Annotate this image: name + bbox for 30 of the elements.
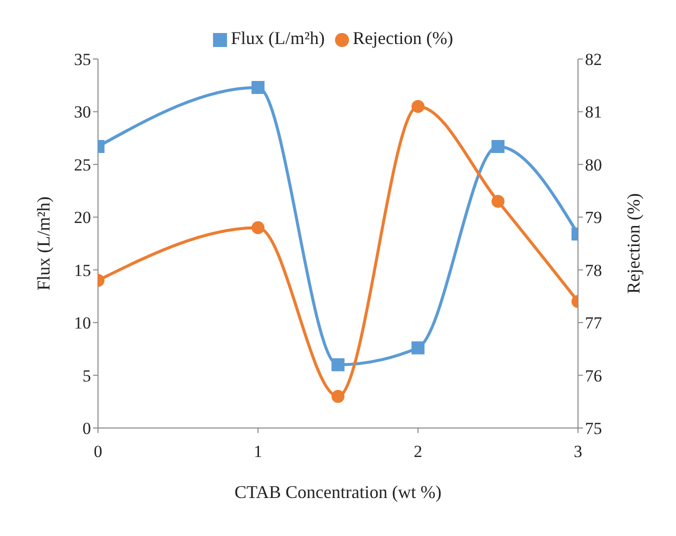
y-tick-label: 30 [74,102,91,122]
x-tick-label: 3 [574,442,582,462]
y2-tick-label: 81 [585,102,602,122]
y2-tick-label: 79 [585,208,602,228]
x-tick-label: 2 [414,442,422,462]
x-tick-label: 1 [254,442,262,462]
point [332,358,344,372]
point [252,80,264,94]
y-tick-label: 5 [82,366,91,386]
point [252,221,264,234]
legend-label: Flux (L/m²h) [230,28,325,48]
y-tick-label: 35 [74,50,91,70]
legend-label: Rejection (%) [352,28,454,48]
y2-axis-title: Rejection (%) [623,193,644,294]
y-tick-label: 25 [74,155,91,174]
y-axis-title: Flux (L/m²h) [33,196,54,290]
y2-tick-label: 76 [585,366,602,386]
point [412,341,424,354]
x-axis-title: CTAB Concentration (wt %) [234,482,442,502]
y-tick-label: 0 [82,419,91,438]
y-tick-label: 20 [74,208,91,228]
y-tick-label: 15 [74,260,91,280]
y2-tick-label: 75 [585,419,602,438]
point [332,390,344,403]
y2-tick-label: 78 [585,260,602,280]
y2-tick-label: 82 [585,50,602,70]
y2-tick-label: 80 [585,155,602,174]
y-tick-label: 10 [74,314,91,333]
y2-tick-label: 77 [585,314,602,333]
point [412,100,424,113]
